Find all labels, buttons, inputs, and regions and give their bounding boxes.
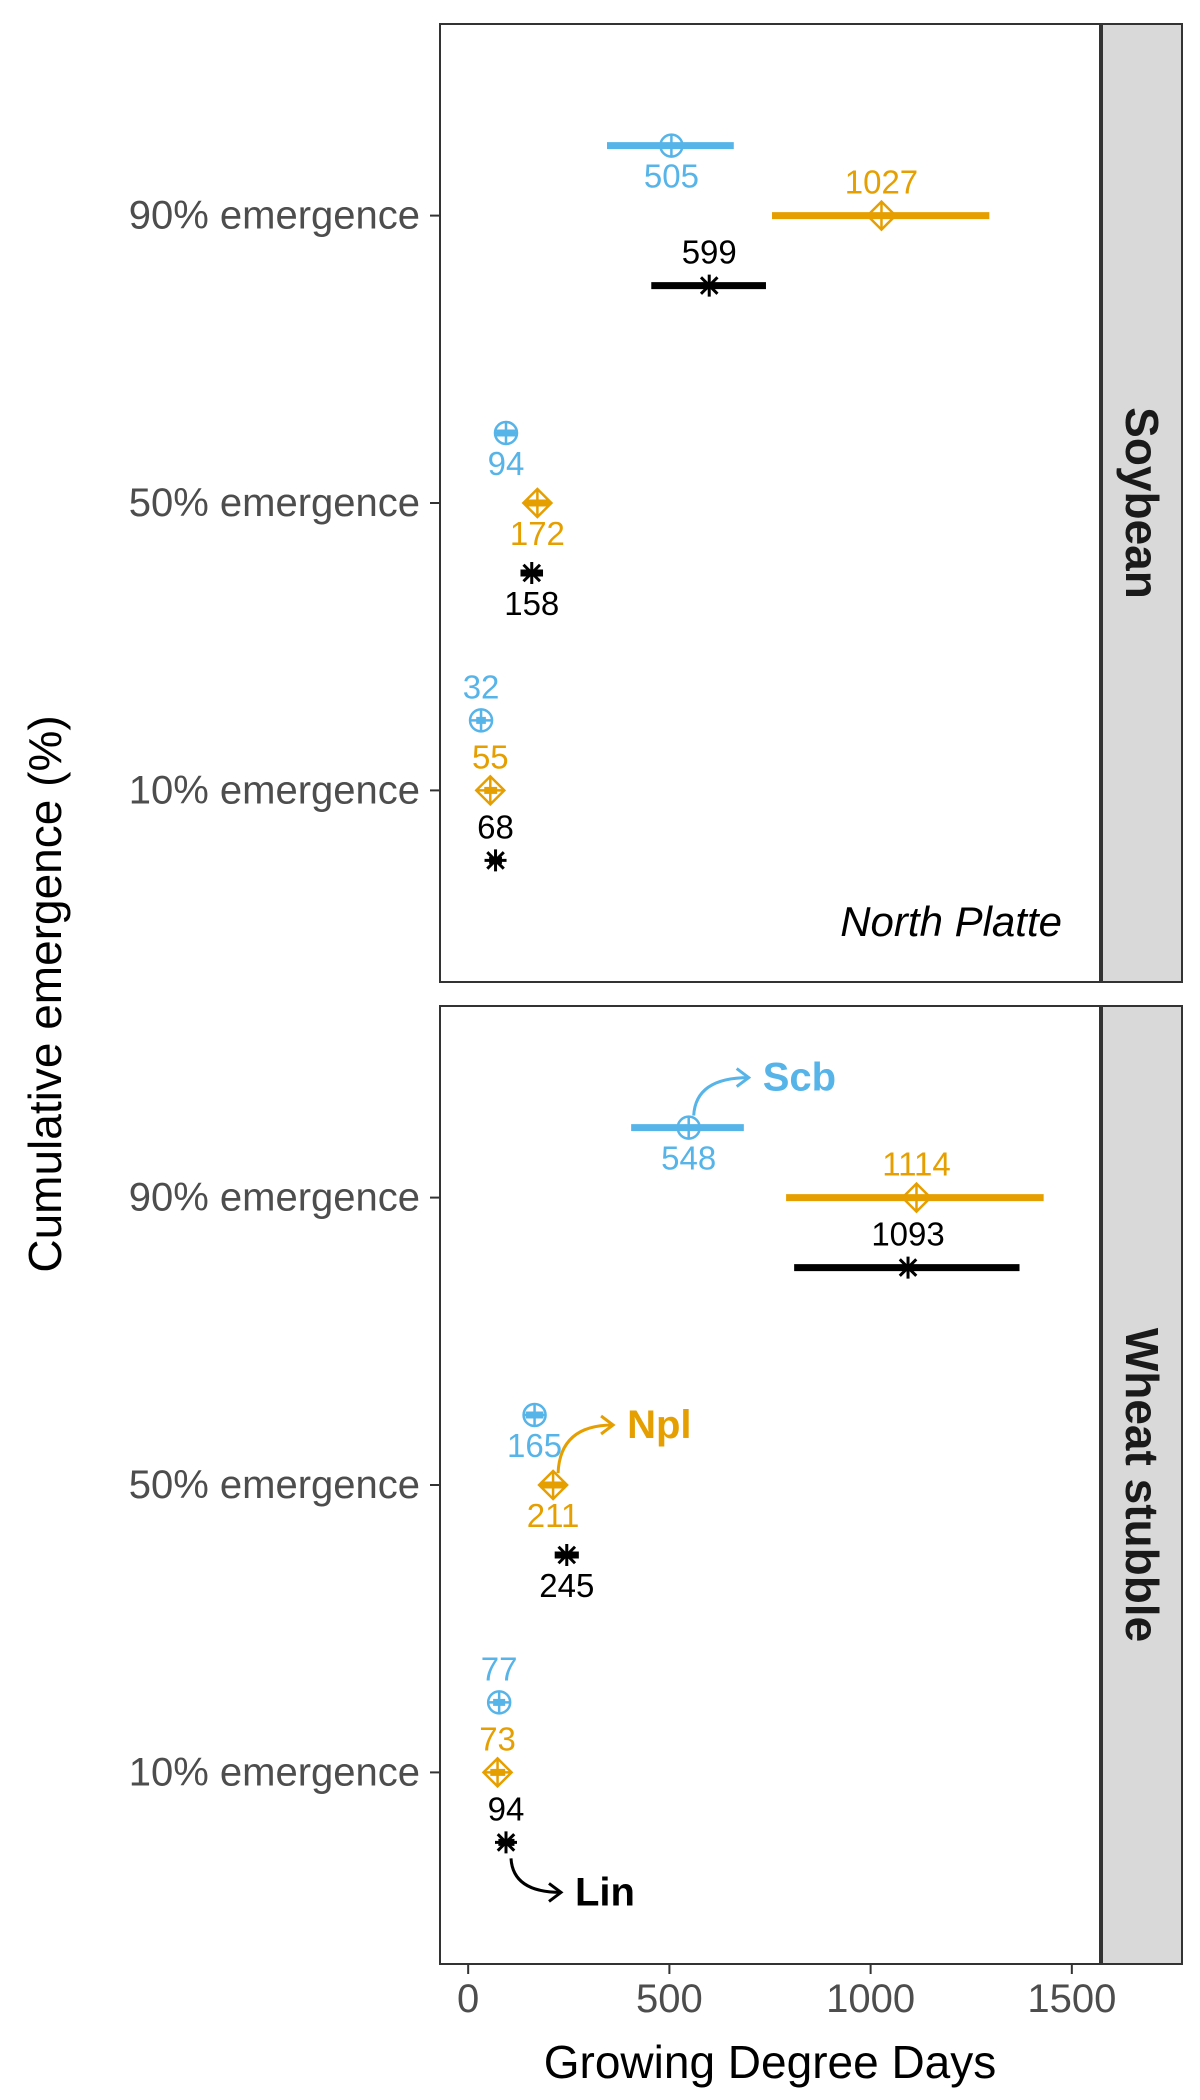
- point-marker-scb-cross: [470, 709, 493, 732]
- point-marker-npl-cross: [539, 1471, 568, 1499]
- x-tick-label: 1000: [826, 1977, 915, 2021]
- point-marker-npl-cross: [867, 201, 896, 230]
- y-axis-title: Cumulative emergence (%): [19, 715, 71, 1272]
- value-label: 1093: [871, 1216, 944, 1253]
- point-marker-npl-cross: [476, 776, 505, 805]
- y-tick-label: 10% emergence: [129, 768, 420, 812]
- value-label: 165: [507, 1427, 562, 1464]
- value-label: 211: [527, 1497, 580, 1534]
- y-tick-label: 50% emergence: [129, 481, 420, 525]
- x-tick-label: 0: [457, 1977, 479, 2021]
- x-tick-label: 1500: [1027, 1977, 1116, 2021]
- value-label: 94: [488, 445, 525, 482]
- location-callout: Lin: [575, 1870, 635, 1914]
- callout-arrowhead: [548, 1882, 564, 1903]
- value-label: 505: [644, 158, 699, 195]
- callout-arrowhead: [600, 1414, 616, 1436]
- site-annotation: North Platte: [840, 898, 1062, 945]
- strip-bottom: [1101, 1005, 1183, 1965]
- callout-arrow: [556, 1423, 614, 1474]
- x-tick-label: 500: [636, 1977, 703, 2021]
- value-label: 245: [539, 1567, 594, 1604]
- strip-label-soybean: Soybean: [1116, 407, 1168, 599]
- point-marker-lin: [495, 1831, 517, 1854]
- value-label: 1027: [845, 164, 918, 201]
- point-marker-npl-cross: [902, 1183, 931, 1212]
- x-axis-title: Growing Degree Days: [544, 2036, 997, 2088]
- point-marker-scb-cross: [495, 422, 517, 444]
- value-label: 158: [504, 585, 559, 622]
- location-callout: Npl: [627, 1403, 691, 1447]
- point-marker-scb-cross: [677, 1116, 700, 1139]
- callout-arrowhead: [735, 1067, 752, 1088]
- point-marker-scb-cross: [660, 134, 683, 157]
- value-label: 68: [477, 808, 514, 845]
- point-marker-npl-cross: [523, 489, 552, 517]
- point-marker-lin: [555, 1544, 578, 1566]
- point-marker-lin: [897, 1256, 920, 1279]
- value-label: 599: [682, 234, 737, 271]
- strip-top: [1101, 23, 1183, 983]
- y-tick-label: 90% emergence: [129, 194, 420, 238]
- value-label: 548: [661, 1140, 716, 1177]
- value-label: 73: [479, 1720, 516, 1757]
- point-marker-scb-cross: [523, 1404, 546, 1426]
- point-marker-lin: [484, 849, 507, 872]
- value-label: 55: [472, 738, 509, 775]
- callout-arrow: [692, 1076, 749, 1116]
- point-marker-scb-cross: [488, 1691, 511, 1714]
- value-label: 172: [510, 515, 565, 552]
- location-callout: Scb: [763, 1056, 836, 1100]
- value-label: 1114: [882, 1146, 951, 1183]
- point-marker-npl-cross: [483, 1758, 512, 1787]
- strip-label-wheat-stubble: Wheat stubble: [1116, 1328, 1168, 1642]
- point-marker-lin: [520, 562, 543, 584]
- callout-arrow: [509, 1858, 562, 1894]
- y-tick-label: 10% emergence: [129, 1750, 420, 1794]
- point-marker-lin: [698, 274, 721, 297]
- y-tick-label: 50% emergence: [129, 1463, 420, 1507]
- y-tick-label: 90% emergence: [129, 1176, 420, 1220]
- value-label: 32: [463, 668, 500, 705]
- value-label: 77: [481, 1650, 518, 1687]
- value-label: 94: [488, 1790, 525, 1827]
